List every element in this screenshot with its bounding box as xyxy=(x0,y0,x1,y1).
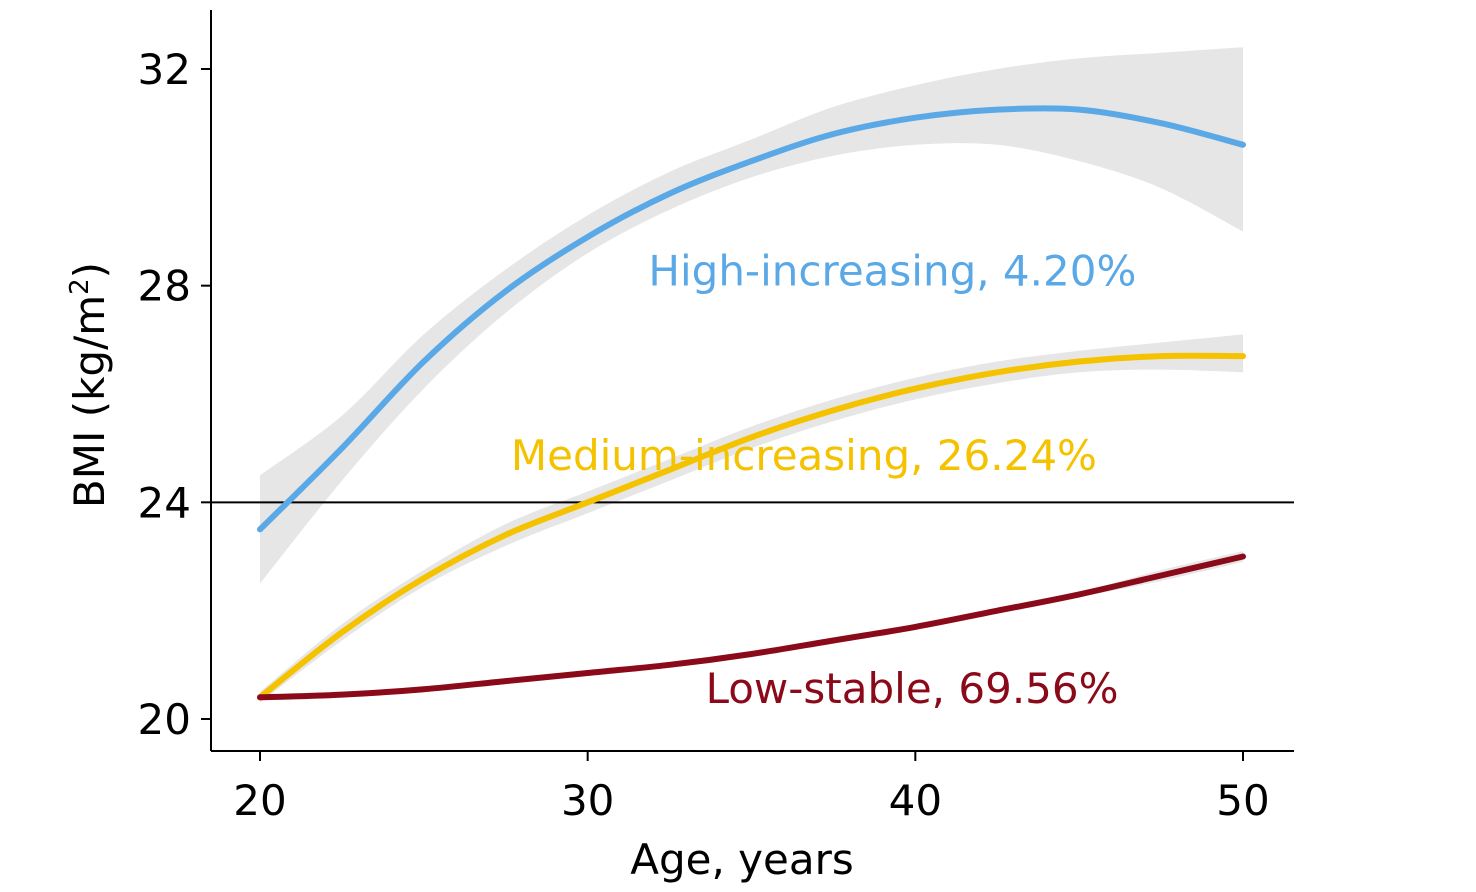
y-tick-label-20: 20 xyxy=(138,695,191,744)
x-tick-label-40: 40 xyxy=(889,776,942,825)
x-tick-label-50: 50 xyxy=(1216,776,1269,825)
series-lines xyxy=(257,105,1246,701)
y-tick-label-32: 32 xyxy=(138,45,191,94)
y-axis-title-main: BMI (kg/m xyxy=(65,295,114,508)
series-label-0: High-increasing, 4.20% xyxy=(648,247,1136,296)
y-tick-label-28: 28 xyxy=(138,262,191,311)
confidence-band-0 xyxy=(260,47,1243,584)
series-label-2: Low-stable, 69.56% xyxy=(706,664,1119,713)
series-labels: High-increasing, 4.20% Medium-increasing,… xyxy=(511,247,1136,713)
y-axis-title-superscript: 2 xyxy=(65,278,95,295)
confidence-bands xyxy=(260,47,1243,703)
x-tick-label-30: 30 xyxy=(561,776,614,825)
series-line-0 xyxy=(257,105,1246,533)
x-tick-label-20: 20 xyxy=(233,776,286,825)
y-axis-title: BMI (kg/m2) xyxy=(65,262,114,508)
series-label-1: Medium-increasing, 26.24% xyxy=(511,431,1097,480)
y-tick-label-24: 24 xyxy=(138,478,191,527)
y-axis-title-close: ) xyxy=(65,262,114,278)
series-line-1 xyxy=(257,352,1246,701)
x-axis-title: Age, years xyxy=(630,835,854,884)
series-line-2 xyxy=(257,553,1246,701)
axes: 20 24 28 32 20 30 40 50 xyxy=(138,10,1294,825)
